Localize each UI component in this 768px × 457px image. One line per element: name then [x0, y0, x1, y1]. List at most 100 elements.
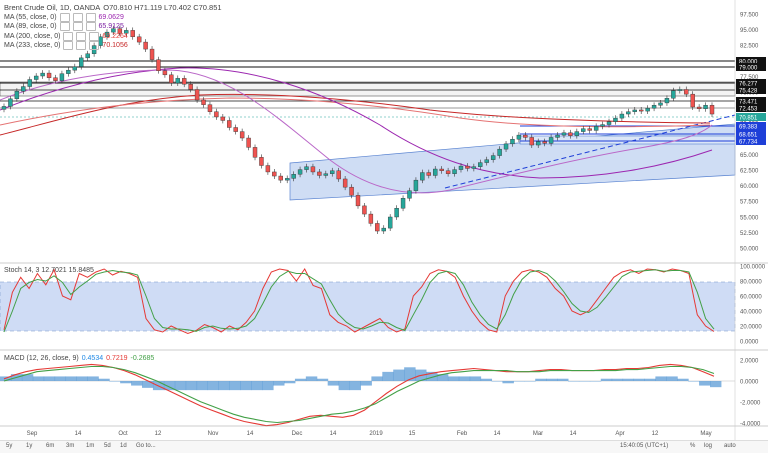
- eye-icon[interactable]: [63, 41, 74, 51]
- macd-bar: [699, 381, 711, 386]
- candle: [323, 170, 329, 179]
- ma-legend-row[interactable]: MA (89, close, 0) 65.9125: [4, 22, 222, 32]
- trend-line: [444, 114, 736, 189]
- time-axis[interactable]: Sep 14 Oct 12 Nov 14 Dec 14 2019 15 Feb 14 Mar 14 Apr 1…: [27, 431, 712, 437]
- macd-bar: [622, 378, 635, 381]
- eye-icon[interactable]: [59, 22, 70, 32]
- stoch-label[interactable]: Stoch 14, 3 12.7021 15.8485: [4, 267, 94, 274]
- macd-bar: [633, 378, 645, 381]
- range-6m[interactable]: 6m: [46, 443, 55, 449]
- ma-legend-label: MA (55, close, 0): [4, 13, 57, 21]
- settings-icon[interactable]: [72, 22, 83, 32]
- candle: [503, 140, 509, 153]
- candle: [420, 169, 425, 184]
- candle: [136, 33, 142, 46]
- ma-legend-label: MA (233, close, 0): [4, 42, 61, 49]
- settings-icon[interactable]: [76, 31, 87, 41]
- time-tick-label: May: [700, 431, 711, 437]
- stoch-tick-label: 20.0000: [740, 325, 762, 331]
- candle: [14, 88, 20, 102]
- candle: [149, 46, 155, 63]
- macd-bar: [546, 378, 558, 381]
- settings-icon[interactable]: [72, 12, 83, 22]
- macd-bar: [327, 381, 340, 386]
- stoch-tick-label: 40.0000: [740, 310, 762, 316]
- eye-icon[interactable]: [59, 12, 70, 22]
- ma-legend-value: 70.1056: [102, 42, 128, 49]
- goto-button[interactable]: Go to...: [136, 443, 156, 449]
- macd-bar: [360, 381, 372, 386]
- candle: [696, 104, 702, 112]
- macd-bar: [557, 378, 569, 381]
- macd-bar: [644, 378, 656, 381]
- candle: [394, 205, 399, 220]
- price-tag: 80.000: [736, 57, 766, 66]
- range-1d[interactable]: 1d: [120, 443, 127, 449]
- settings-icon[interactable]: [76, 41, 87, 51]
- macd-label[interactable]: MACD (12, 26, close, 9): [4, 355, 79, 362]
- candle: [21, 83, 26, 95]
- candle: [561, 129, 567, 139]
- candle: [671, 87, 676, 102]
- macd-bar: [207, 381, 219, 391]
- candle: [574, 128, 580, 139]
- ma-legend-row[interactable]: MA (200, close, 0) 69.2264: [4, 31, 222, 42]
- time-tick-label: 2019: [369, 431, 383, 437]
- ma-200-line: [0, 97, 711, 128]
- macd-bar: [294, 378, 307, 381]
- candle: [613, 115, 618, 125]
- macd-value-1: 0.4534: [81, 355, 104, 362]
- shaded-range-box: [0, 81, 736, 97]
- candle: [407, 187, 412, 202]
- close-icon[interactable]: [89, 41, 100, 51]
- stoch-pane[interactable]: [0, 262, 768, 335]
- candle: [182, 75, 187, 88]
- macd-histogram: [0, 367, 722, 391]
- macd-bar: [21, 374, 34, 381]
- candle: [387, 214, 393, 232]
- candle: [587, 125, 592, 134]
- time-tick-label: 14: [247, 431, 254, 437]
- range-1y[interactable]: 1y: [26, 443, 33, 449]
- chart-legend: Brent Crude Oil, 1D, OANDA O70.810 H71.1…: [4, 3, 222, 51]
- percent-toggle[interactable]: %: [690, 443, 696, 449]
- candle: [207, 101, 213, 115]
- log-toggle[interactable]: log: [704, 443, 713, 449]
- range-5d[interactable]: 5d: [104, 443, 111, 449]
- close-icon[interactable]: [85, 22, 96, 32]
- candle: [98, 33, 103, 49]
- macd-bar: [120, 381, 132, 384]
- macd-bar: [677, 378, 689, 381]
- candle: [626, 108, 631, 117]
- symbol-title[interactable]: Brent Crude Oil, 1D, OANDA: [4, 3, 101, 12]
- candle: [548, 134, 554, 147]
- close-icon[interactable]: [85, 12, 96, 22]
- candle: [658, 99, 663, 109]
- auto-toggle[interactable]: auto: [724, 443, 736, 449]
- eye-icon[interactable]: [63, 31, 74, 41]
- range-5y[interactable]: 5y: [6, 443, 13, 449]
- price-tick-label: 77.500: [740, 75, 759, 81]
- range-1m[interactable]: 1m: [86, 443, 95, 449]
- ma-legend-row[interactable]: MA (55, close, 0) 69.0629: [4, 12, 222, 23]
- macd-bar: [491, 381, 503, 382]
- stoch-series-d: [3, 269, 715, 333]
- ma-legend-row[interactable]: MA (233, close, 0) 70.1056: [4, 41, 222, 51]
- price-tick-label: 50.000: [740, 247, 759, 253]
- macd-pane[interactable]: [0, 349, 768, 427]
- price-tag-label: 72.453: [739, 107, 758, 113]
- macd-bar: [185, 381, 198, 391]
- close-icon[interactable]: [89, 31, 100, 41]
- candle: [342, 176, 348, 191]
- candle: [600, 121, 605, 130]
- macd-bar: [305, 376, 318, 381]
- macd-bar: [43, 376, 56, 381]
- macd-bar: [142, 381, 154, 388]
- price-pane[interactable]: [0, 0, 736, 262]
- candle: [201, 97, 206, 108]
- macd-bar: [666, 376, 678, 381]
- candle: [664, 95, 670, 106]
- macd-series-macd: [3, 363, 715, 427]
- range-3m[interactable]: 3m: [66, 443, 75, 449]
